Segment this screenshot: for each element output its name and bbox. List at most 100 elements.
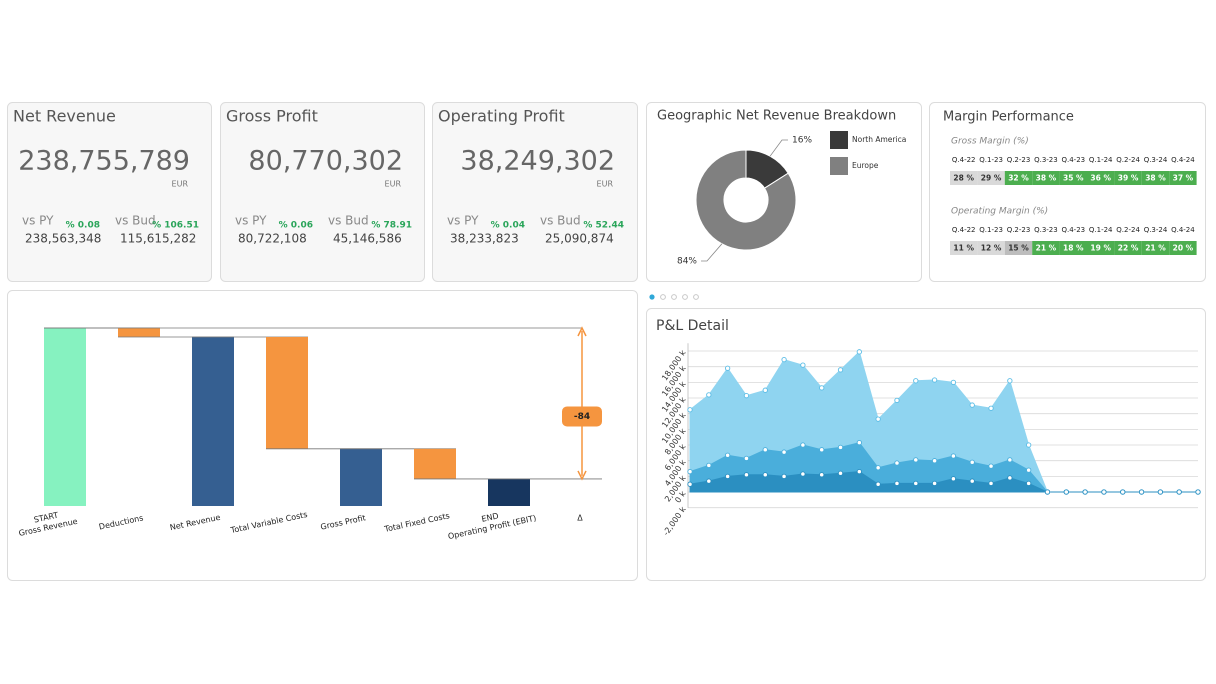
- data-point: [1007, 378, 1013, 384]
- kpi-value: 80,770,302: [248, 146, 403, 177]
- data-point: [762, 472, 768, 478]
- margin-cell: [1141, 241, 1170, 255]
- data-point: [687, 469, 693, 475]
- waterfall-panel: [7, 290, 638, 581]
- py-value: 38,233,823: [450, 232, 519, 246]
- margin-value: 18 %: [1063, 244, 1084, 253]
- data-point: [706, 462, 712, 469]
- delta-label: -84: [574, 412, 590, 422]
- period-label: Q.1-23: [979, 226, 1003, 234]
- period-label: Q.4-24: [1171, 226, 1195, 234]
- margin-cell: [1032, 171, 1060, 185]
- data-point: [706, 478, 712, 484]
- py-value: 80,722,108: [238, 232, 307, 246]
- margin-value: 21 %: [1036, 244, 1057, 253]
- data-point: [781, 356, 787, 363]
- data-point: [894, 460, 900, 466]
- period-label: Q.4-23: [1061, 226, 1085, 234]
- kpi-unit: EUR: [597, 180, 614, 189]
- period-label: Q.2-23: [1007, 226, 1031, 234]
- data-point: [837, 367, 844, 373]
- category-label: Δ: [577, 514, 583, 523]
- leader-line: [769, 139, 788, 157]
- data-point: [1026, 480, 1032, 487]
- data-point: [913, 480, 919, 487]
- carousel-dot[interactable]: [693, 294, 699, 300]
- data-point: [687, 407, 693, 413]
- carousel-dots[interactable]: [649, 294, 699, 300]
- margin-row-title: Gross Margin (%): [951, 137, 1029, 147]
- pie-label: 16%: [792, 136, 812, 146]
- waterfall-bar: [266, 337, 308, 449]
- bud-value: 45,146,586: [333, 232, 402, 246]
- data-point: [837, 444, 844, 451]
- data-point: [931, 480, 938, 487]
- py-change: % 0.08: [66, 221, 100, 231]
- kpi-unit: EUR: [172, 180, 189, 189]
- py-label: vs PY: [235, 214, 267, 228]
- data-point: [800, 471, 806, 477]
- data-point: [1120, 489, 1126, 495]
- data-point: [931, 458, 938, 464]
- data-point: [706, 392, 712, 398]
- data-point: [1063, 489, 1069, 495]
- period-label: Q.2-23: [1007, 156, 1031, 164]
- margin-value: 28 %: [953, 174, 974, 183]
- kpi-value: 38,249,302: [460, 146, 615, 177]
- waterfall-bar: [44, 327, 86, 506]
- margin-value: 12 %: [981, 244, 1002, 253]
- margin-value: 29 %: [981, 174, 1002, 183]
- waterfall-bar: [414, 448, 456, 479]
- legend-label: North America: [852, 135, 906, 144]
- data-point: [743, 393, 750, 399]
- margin-cell: [1114, 241, 1142, 255]
- data-point: [969, 402, 975, 408]
- data-point: [1157, 489, 1164, 495]
- data-point: [724, 452, 731, 458]
- period-label: Q.2-24: [1116, 226, 1140, 234]
- waterfall-bar: [118, 327, 160, 337]
- pie-slice: [695, 149, 797, 251]
- data-point: [931, 377, 938, 383]
- data-point: [687, 481, 693, 487]
- period-label: Q.1-24: [1089, 156, 1113, 164]
- data-point: [800, 362, 806, 368]
- data-point: [1082, 489, 1088, 495]
- data-point: [950, 379, 957, 386]
- data-point: [913, 457, 919, 463]
- margin-value: 38 %: [1036, 174, 1057, 183]
- margin-value: 36 %: [1090, 174, 1111, 183]
- arrow-head: [577, 326, 587, 337]
- carousel-dot[interactable]: [682, 294, 688, 300]
- bud-label: vs Bud: [115, 214, 156, 228]
- legend-swatch: [830, 131, 848, 149]
- data-point: [781, 473, 787, 480]
- data-point: [875, 481, 881, 487]
- margin-cell: [1087, 241, 1115, 255]
- margin-cell: [1004, 241, 1033, 255]
- kpi-title: Net Revenue: [13, 107, 116, 126]
- margin-value: 38 %: [1145, 174, 1166, 183]
- carousel-dot[interactable]: [671, 294, 677, 300]
- bud-value: 25,090,874: [545, 232, 614, 246]
- bud-change: % 78.91: [371, 221, 412, 231]
- kpi-title: Gross Profit: [226, 107, 318, 126]
- data-point: [724, 365, 731, 371]
- py-value: 238,563,348: [25, 232, 101, 246]
- panel-title: Margin Performance: [943, 110, 1074, 125]
- carousel-dot[interactable]: [649, 294, 655, 300]
- category-label-line: END: [481, 511, 500, 523]
- data-point: [1026, 467, 1032, 473]
- carousel-dot[interactable]: [660, 294, 666, 300]
- margin-cell: [1059, 241, 1087, 255]
- data-point: [988, 480, 994, 487]
- data-point: [837, 470, 844, 476]
- data-point: [743, 472, 750, 478]
- margin-value: 19 %: [1090, 244, 1111, 253]
- margin-row-title: Operating Margin (%): [951, 207, 1048, 217]
- margin-value: 11 %: [953, 244, 974, 253]
- data-point: [988, 405, 994, 411]
- margin-cell: [1032, 241, 1060, 255]
- data-point: [950, 476, 957, 482]
- bud-label: vs Bud: [328, 214, 369, 228]
